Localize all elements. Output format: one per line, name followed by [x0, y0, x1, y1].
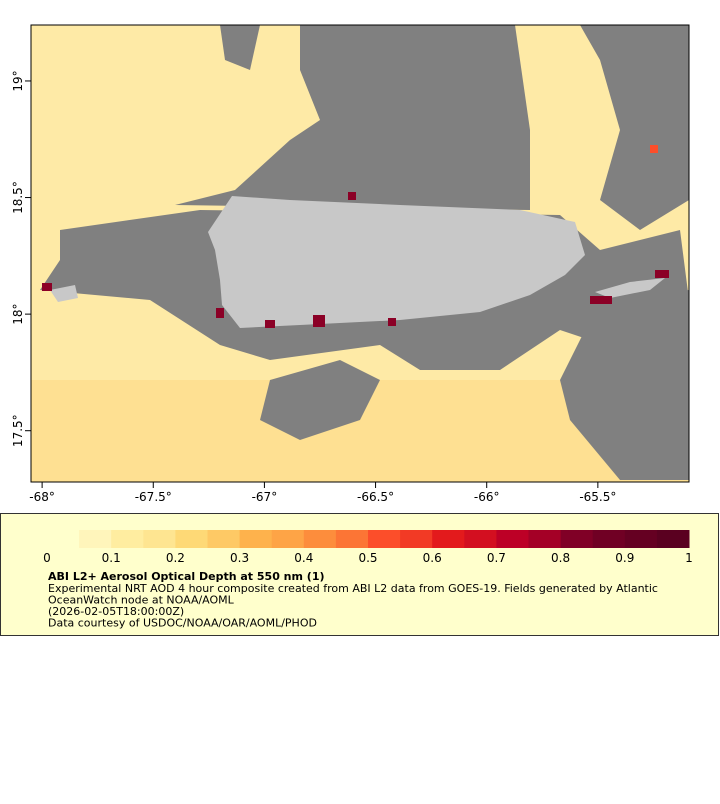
- high-aod-pixels: [42, 192, 669, 328]
- y-tick-label: 17.5°: [11, 414, 25, 447]
- colorbar-tick-label: 0.6: [423, 551, 442, 565]
- colorbar-tick-label: 0: [43, 551, 51, 565]
- colorbar-step: [239, 530, 273, 548]
- high-aod-pixel: [650, 145, 658, 153]
- colorbar-step: [111, 530, 144, 548]
- mona: [50, 285, 78, 302]
- colorbar-step: [207, 530, 241, 548]
- colorbar-step: [47, 530, 80, 548]
- x-tick-label: -67.5°: [135, 490, 172, 504]
- colorbar: 0 0.1 0.2 0.3 0.4 0.5 0.6 0.7 0.8 0.9 1: [43, 530, 693, 565]
- caption-line: (2026-02-05T18:00:00Z): [48, 605, 184, 618]
- caption-line: Experimental NRT AOD 4 hour composite cr…: [48, 582, 658, 595]
- y-tick-label: 18°: [11, 303, 25, 324]
- colorbar-step: [335, 530, 369, 548]
- y-tick-label: 19°: [11, 70, 25, 91]
- x-tick-label: -67°: [252, 490, 278, 504]
- colorbar-step: [400, 530, 433, 548]
- colorbar-step: [624, 530, 658, 548]
- puerto-rico: [208, 196, 585, 328]
- x-tick-label: -66°: [474, 490, 500, 504]
- colorbar-step: [368, 530, 401, 548]
- caption-line: OceanWatch node at NOAA/AOML: [48, 594, 235, 607]
- map: [31, 25, 689, 482]
- caption-title: ABI L2+ Aerosol Optical Depth at 550 nm …: [48, 570, 325, 583]
- colorbar-step: [464, 530, 497, 548]
- y-tick-label: 18.5°: [11, 181, 25, 214]
- colorbar-tick-label: 0.8: [551, 551, 570, 565]
- colorbar-tick-label: 0.4: [294, 551, 313, 565]
- colorbar-step: [592, 530, 626, 548]
- colorbar-step: [528, 530, 562, 548]
- vieques: [595, 278, 665, 298]
- colorbar-step: [79, 530, 112, 548]
- colorbar-step: [656, 530, 690, 548]
- colorbar-tick-label: 1: [685, 551, 693, 565]
- colorbar-tick-label: 0.9: [615, 551, 634, 565]
- colorbar-step: [143, 530, 176, 548]
- x-tick-label: -66.5°: [357, 490, 394, 504]
- caption-line: Data courtesy of USDOC/NOAA/OAR/AOML/PHO…: [48, 617, 317, 630]
- colorbar-step: [271, 530, 305, 548]
- colorbar-tick-label: 0.3: [230, 551, 249, 565]
- colorbar-step: [496, 530, 529, 548]
- colorbar-tick-label: 0.2: [166, 551, 185, 565]
- colorbar-tick-label: 0.7: [487, 551, 506, 565]
- x-tick-label: -65.5°: [579, 490, 616, 504]
- x-tick-label: -68°: [29, 490, 55, 504]
- colorbar-step: [560, 530, 594, 548]
- colorbar-step: [303, 530, 337, 548]
- map-frame: [30, 24, 690, 483]
- colorbar-step: [432, 530, 465, 548]
- colorbar-tick-label: 0.5: [358, 551, 377, 565]
- colorbar-tick-label: 0.1: [102, 551, 121, 565]
- colorbar-step: [175, 530, 208, 548]
